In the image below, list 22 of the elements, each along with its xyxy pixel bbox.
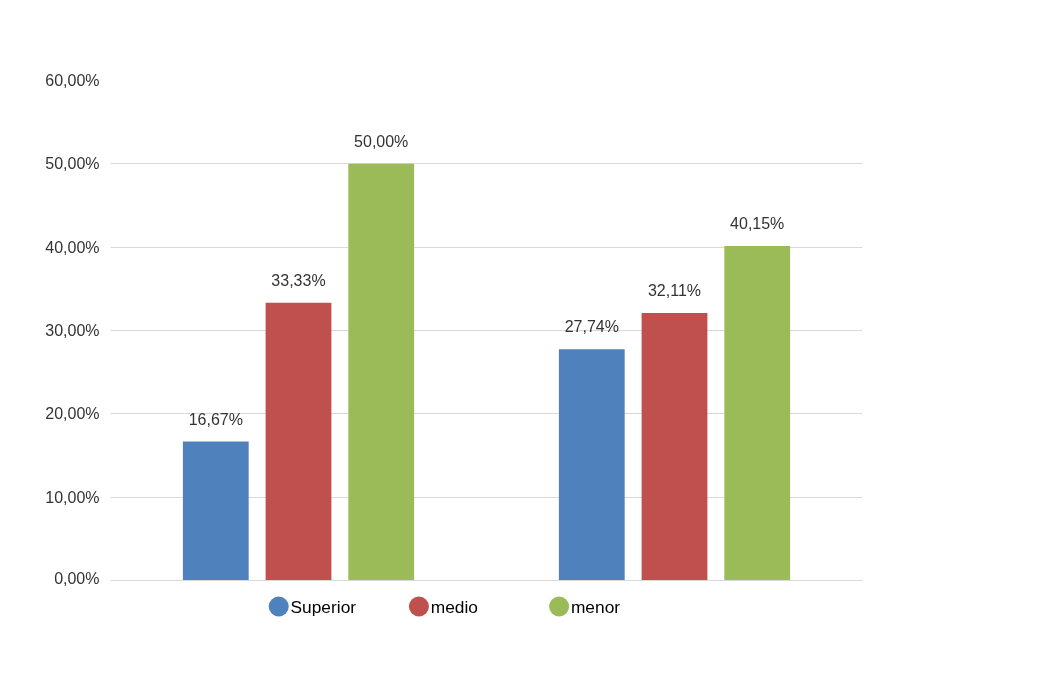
bar bbox=[348, 163, 415, 581]
data-label: 33,33% bbox=[271, 271, 326, 289]
y-tick-label: 10,00% bbox=[45, 488, 100, 506]
bar bbox=[558, 349, 625, 581]
bar bbox=[724, 245, 791, 581]
data-label: 40,15% bbox=[730, 214, 785, 232]
legend-label: medio bbox=[430, 596, 478, 617]
y-tick-label: 40,00% bbox=[45, 238, 100, 256]
y-tick-label: 50,00% bbox=[45, 155, 100, 173]
y-tick-label: 20,00% bbox=[45, 405, 100, 423]
data-label: 32,11% bbox=[647, 281, 702, 299]
bar bbox=[182, 441, 249, 581]
legend-label: Superior bbox=[290, 596, 357, 617]
legend-label: menor bbox=[570, 596, 621, 617]
data-label: 16,67% bbox=[188, 410, 243, 428]
y-tick-label: 0,00% bbox=[54, 569, 100, 587]
data-label: 27,74% bbox=[564, 318, 619, 336]
y-tick-label: 60,00% bbox=[45, 72, 100, 89]
y-tick-label: 30,00% bbox=[45, 322, 100, 339]
bar bbox=[641, 312, 708, 581]
bar bbox=[265, 302, 332, 581]
data-label: 50,00% bbox=[354, 132, 409, 150]
